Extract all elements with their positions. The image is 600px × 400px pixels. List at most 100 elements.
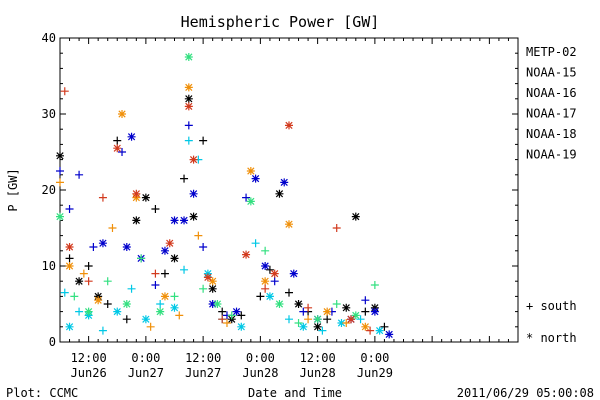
data-point-north: [170, 254, 179, 263]
data-point-north: [132, 216, 141, 225]
legend-marker-entry: + south: [526, 299, 577, 313]
data-point-north: [285, 121, 293, 130]
data-point-north: [313, 315, 322, 324]
data-point-south: [137, 254, 146, 263]
data-point-south: [122, 315, 131, 324]
x-tick-time-label: 12:00: [185, 351, 221, 365]
data-point-south: [184, 136, 193, 145]
data-point-north: [289, 269, 298, 278]
data-point-north: [251, 174, 260, 183]
data-point-south: [194, 231, 203, 240]
data-point-south: [318, 326, 327, 335]
data-point-north: [232, 307, 241, 316]
series-noaa-18: [56, 83, 370, 331]
data-point-south: [218, 315, 227, 324]
data-point-south: [170, 292, 179, 301]
data-point-north: [285, 220, 293, 229]
data-point-south: [261, 284, 270, 293]
data-point-north: [294, 300, 303, 308]
data-point-north: [351, 311, 360, 320]
data-point-south: [222, 319, 231, 327]
footer-credit: Plot: CCMC: [6, 386, 78, 400]
x-tick-time-label: 0:00: [246, 351, 275, 365]
legend: METP-02 NOAA-15 NOAA-16 NOAA-17 NOAA-18 NOAA-…: [526, 45, 577, 345]
data-point-north: [189, 212, 198, 221]
data-point-north: [184, 83, 193, 92]
data-point-south: [98, 193, 107, 202]
x-tick-date-label: Jun27: [185, 366, 221, 380]
data-point-south: [156, 300, 165, 308]
data-point-south: [304, 315, 313, 324]
data-point-south: [151, 281, 160, 289]
data-point-south: [79, 269, 88, 278]
data-point-north: [160, 292, 169, 301]
data-point-south: [342, 319, 351, 327]
data-point-north: [242, 250, 251, 259]
x-tick-date-label: Jun27: [128, 366, 164, 380]
x-tick-time-label: 12:00: [71, 351, 107, 365]
legend-entry: NOAA-15: [526, 66, 577, 80]
data-point-south: [242, 193, 251, 202]
data-point-south: [332, 224, 341, 232]
data-point-south: [256, 292, 265, 301]
data-point-south: [332, 300, 341, 308]
data-point-north: [375, 326, 384, 335]
data-point-north: [118, 110, 127, 118]
data-point-south: [366, 326, 375, 335]
footer-timestamp: 2011/06/29 05:00:08: [457, 386, 594, 400]
x-tick-date-label: Jun28: [242, 366, 278, 380]
data-point-south: [151, 269, 160, 278]
y-axis-label: P [GW]: [6, 168, 20, 211]
data-point-south: [184, 121, 193, 130]
data-point-south: [60, 288, 69, 297]
series-noaa-19: [60, 87, 375, 335]
data-point-north: [113, 144, 122, 153]
chart-title: Hemispheric Power [GW]: [181, 13, 380, 31]
data-point-south: [180, 174, 189, 183]
series-metp-02: [56, 94, 389, 331]
data-point-north: [160, 246, 169, 255]
y-tick-label: 30: [42, 107, 56, 121]
y-tick-label: 10: [42, 259, 56, 273]
data-point-north: [156, 307, 165, 316]
data-point-north: [65, 262, 74, 270]
x-tick-time-label: 0:00: [131, 351, 160, 365]
data-point-north: [184, 94, 193, 103]
data-point-south: [118, 148, 127, 156]
data-point-north: [189, 155, 198, 164]
data-point-north: [213, 300, 222, 308]
x-tick-date-label: Jun29: [357, 366, 393, 380]
data-point-north: [56, 151, 64, 160]
data-point-north: [275, 189, 284, 198]
data-point-north: [203, 273, 212, 282]
legend-marker-entry: * north: [526, 331, 577, 345]
data-point-north: [165, 239, 174, 248]
data-point-north: [132, 189, 141, 198]
data-point-north: [351, 212, 360, 221]
data-point-south: [356, 315, 365, 324]
data-point-south: [70, 292, 79, 301]
data-point-north: [141, 315, 150, 324]
data-point-north: [184, 102, 193, 111]
data-point-north: [246, 197, 255, 206]
data-point-south: [89, 243, 98, 251]
data-point-south: [65, 205, 74, 213]
data-point-south: [127, 284, 136, 293]
y-tick-label: 0: [49, 335, 56, 349]
data-point-south: [75, 307, 84, 316]
data-point-south: [261, 246, 270, 255]
data-point-south: [361, 307, 370, 316]
data-point-south: [180, 265, 189, 274]
data-point-north: [370, 307, 379, 316]
series-noaa-17: [56, 53, 379, 327]
data-point-south: [108, 224, 117, 232]
data-point-south: [251, 239, 260, 248]
data-point-north: [122, 243, 131, 251]
data-point-south: [270, 277, 279, 286]
data-point-north: [261, 262, 270, 270]
data-point-north: [347, 315, 356, 324]
series-noaa-16: [60, 136, 384, 335]
data-point-south: [199, 284, 208, 293]
data-point-north: [65, 322, 74, 331]
data-point-south: [294, 319, 303, 327]
